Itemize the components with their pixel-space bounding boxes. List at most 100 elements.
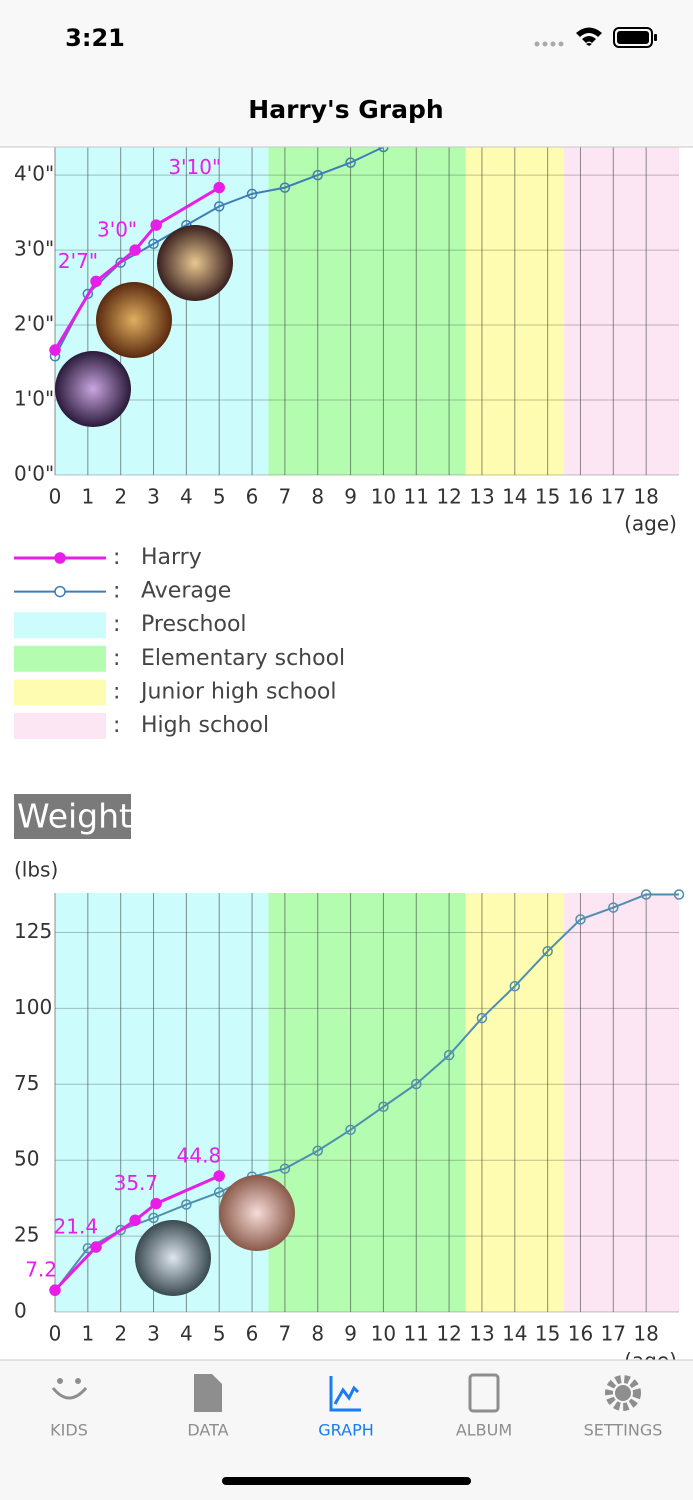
photo xyxy=(157,225,233,301)
photo xyxy=(135,1220,211,1296)
legend-swatch xyxy=(14,612,106,639)
band xyxy=(268,147,466,475)
x-tick-label: 5 xyxy=(213,1322,226,1346)
settings-icon xyxy=(605,1375,641,1411)
y-tick-label: 3'0" xyxy=(14,237,54,261)
data-point xyxy=(542,946,553,957)
x-tick-label: 8 xyxy=(311,1322,324,1346)
tab-label[interactable]: KIDS xyxy=(50,1421,88,1440)
x-tick-label: 17 xyxy=(601,1322,626,1346)
x-tick-label: 11 xyxy=(404,1322,429,1346)
x-tick-label: 14 xyxy=(502,1322,527,1346)
x-tick-label: 1 xyxy=(81,1322,94,1346)
legend-label: Harry xyxy=(141,545,202,570)
x-tick-label: 6 xyxy=(246,1322,259,1346)
x-tick-label: 0 xyxy=(49,1322,62,1346)
data-point xyxy=(312,169,323,181)
y-tick-label: 100 xyxy=(14,995,52,1019)
x-tick-label: 12 xyxy=(436,1322,461,1346)
x-tick-label: 3 xyxy=(147,485,160,509)
x-tick-label: 15 xyxy=(535,1322,560,1346)
y-tick-label: 75 xyxy=(14,1071,39,1095)
battery-level xyxy=(617,31,649,44)
wifi-icon xyxy=(576,27,602,46)
legend-label: Elementary school xyxy=(141,646,345,671)
data-point xyxy=(82,288,94,300)
legend-colon: : xyxy=(113,679,120,704)
band xyxy=(564,147,679,475)
data-point xyxy=(345,1124,356,1136)
battery-icon xyxy=(613,27,653,48)
x-tick-label: 18 xyxy=(633,485,658,509)
data-point xyxy=(148,238,159,250)
legend-colon: : xyxy=(113,612,120,637)
data-point xyxy=(213,181,225,194)
x-tick-label: 1 xyxy=(81,485,94,509)
data-point xyxy=(443,1049,455,1061)
data-point xyxy=(90,1241,102,1253)
data-point xyxy=(608,902,619,913)
x-tick-label: 13 xyxy=(469,1322,494,1346)
x-tick-label: 17 xyxy=(601,485,626,509)
weight-chart: 0 1 2 3 4 5 6 7 8 9 10 11 12 13 14 15 16 17 18025507510012… xyxy=(14,794,685,1373)
x-tick-label: 4 xyxy=(180,1322,193,1346)
album-icon xyxy=(468,1373,500,1413)
photo xyxy=(55,351,131,427)
data-point xyxy=(150,1197,162,1210)
x-tick-label: 2 xyxy=(114,1322,127,1346)
battery-tip xyxy=(654,34,657,41)
data-point xyxy=(673,889,685,900)
data-point xyxy=(129,1214,141,1227)
x-tick-label: 7 xyxy=(279,485,292,509)
x-tick-label: 6 xyxy=(246,485,259,509)
x-axis-label: (age) xyxy=(624,512,677,536)
data-label: 21.4 xyxy=(54,1215,99,1239)
data-point xyxy=(411,1078,422,1090)
tab-label[interactable]: SETTINGS xyxy=(584,1421,663,1440)
legend-colon: : xyxy=(113,579,120,604)
data-label: 2'7" xyxy=(58,249,98,273)
tab-label[interactable]: ALBUM xyxy=(456,1421,512,1440)
legend-colon: : xyxy=(113,646,120,671)
section-title: Weight xyxy=(17,797,132,836)
height-chart: 0 1 2 3 4 5 6 7 8 9 10 11 12 13 14 15 16 17 180'0"1'0"2'0"… xyxy=(14,141,679,739)
x-tick-label: 5 xyxy=(213,485,226,509)
y-tick-label: 0 xyxy=(14,1299,27,1323)
x-tick-label: 16 xyxy=(568,1322,593,1346)
x-tick-label: 7 xyxy=(279,1322,292,1346)
section-title-background xyxy=(14,794,131,839)
tab-label[interactable]: DATA xyxy=(187,1421,228,1440)
legend-colon: : xyxy=(113,545,120,570)
y-tick-label: 2'0" xyxy=(14,312,54,336)
y-tick-label: 0'0" xyxy=(14,462,54,486)
data-label: 3'10" xyxy=(168,155,221,179)
legend-swatch xyxy=(14,645,106,672)
data-point xyxy=(476,1012,488,1024)
data-label: 35.7 xyxy=(114,1171,159,1195)
legend-label: Junior high school xyxy=(139,679,336,704)
y-tick-label: 125 xyxy=(14,919,52,943)
nav-title: Harry's Graph xyxy=(248,95,443,124)
band xyxy=(268,893,466,1312)
x-tick-label: 11 xyxy=(404,485,429,509)
nav-background xyxy=(0,0,693,147)
data-point xyxy=(115,257,126,268)
x-tick-label: 2 xyxy=(114,485,127,509)
x-tick-label: 15 xyxy=(535,485,560,509)
data-icon xyxy=(194,1374,222,1412)
data-point xyxy=(213,1170,225,1182)
series-line xyxy=(54,146,384,357)
x-tick-label: 14 xyxy=(502,485,527,509)
photos xyxy=(55,225,295,1296)
tab-label[interactable]: GRAPH xyxy=(318,1421,374,1440)
legend-colon: : xyxy=(113,713,120,738)
legend-marker xyxy=(54,585,66,598)
y-tick-label: 50 xyxy=(14,1147,39,1171)
legend-swatch xyxy=(14,713,106,739)
data-point xyxy=(115,1224,126,1236)
data-point xyxy=(279,1163,291,1174)
data-point xyxy=(213,1187,225,1198)
legend-label: Preschool xyxy=(141,612,247,637)
